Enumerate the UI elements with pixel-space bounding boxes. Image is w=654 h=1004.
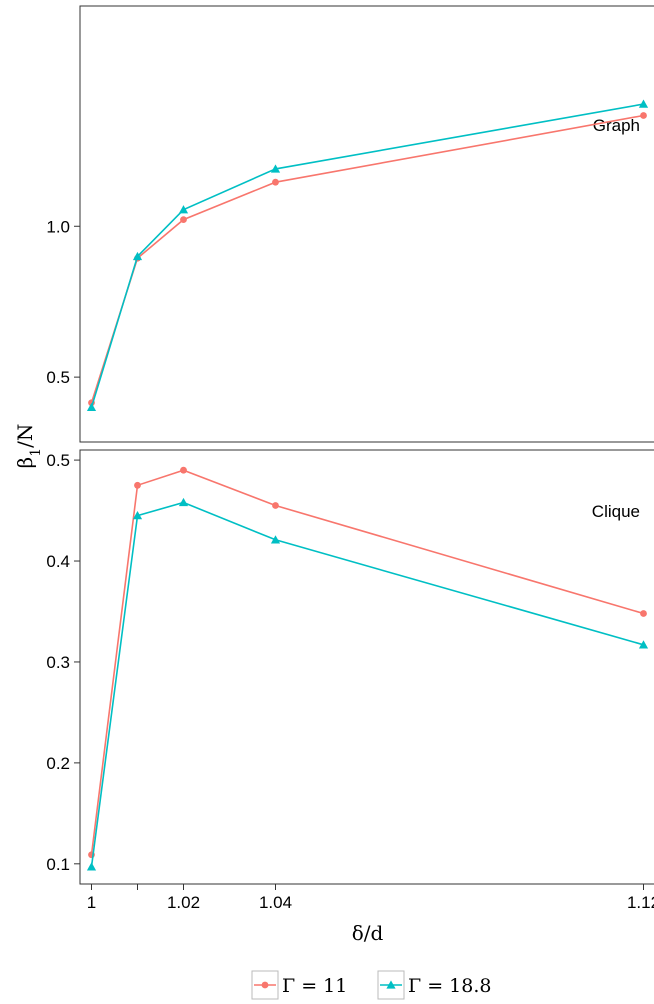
y-axis-title-sub: 1 (28, 448, 44, 457)
y-tick-label: 0.3 (46, 653, 70, 672)
legend-key-marker (261, 981, 269, 989)
data-point (132, 511, 143, 520)
data-point (270, 535, 281, 544)
x-tick-label: 1.12 (627, 893, 654, 912)
legend: Γ = 11 Γ = 18.8 (251, 970, 492, 1000)
data-point (640, 610, 647, 617)
data-point (178, 205, 189, 214)
y-axis-title-tail: /N (13, 424, 37, 448)
data-point (638, 640, 649, 649)
data-point (86, 862, 97, 871)
x-tick-label: 1.04 (259, 893, 292, 912)
panel-label: Clique (592, 502, 640, 521)
y-tick-label: 0.2 (46, 754, 70, 773)
data-point (178, 497, 189, 507)
x-tick-label: 1 (87, 893, 96, 912)
panel-label: Graph (593, 116, 640, 135)
panel-border (79, 449, 654, 885)
data-point (180, 466, 187, 474)
x-tick-label: 1.02 (167, 893, 200, 912)
legend-label: Γ = 18.8 (408, 975, 492, 997)
data-point (272, 502, 279, 509)
data-point (86, 402, 97, 411)
y-tick-label: 0.5 (46, 368, 70, 387)
series-line-gamma-11 (90, 469, 644, 855)
y-tick-label: 1.0 (46, 217, 70, 236)
panel-border (79, 5, 654, 443)
legend-label: Γ = 11 (282, 975, 347, 997)
y-tick-label: 0.1 (46, 855, 70, 874)
legend-key-marker (386, 980, 396, 989)
x-axis: 1 1.02 1.04 1.12 (87, 884, 654, 912)
panel-graph: 0.5 1.0 Graph (46, 5, 654, 443)
data-point (180, 216, 187, 224)
y-tick-label: 0.5 (46, 451, 70, 470)
data-point (272, 178, 279, 186)
data-point (638, 99, 649, 108)
panel-clique: 0.1 0.2 0.3 0.4 0.5 Clique (46, 449, 654, 885)
x-axis-title: δ/d (352, 921, 384, 945)
series-line-gamma-18-8 (90, 103, 644, 408)
data-point (132, 251, 143, 261)
y-axis-title: β1/N (13, 424, 44, 469)
data-point (640, 112, 647, 119)
y-axis-title-main: β (13, 457, 37, 469)
series-line-gamma-18-8 (90, 501, 644, 867)
series-line-gamma-11 (90, 114, 644, 404)
data-point (270, 164, 281, 173)
data-point (134, 481, 141, 489)
y-tick-label: 0.4 (46, 552, 70, 571)
